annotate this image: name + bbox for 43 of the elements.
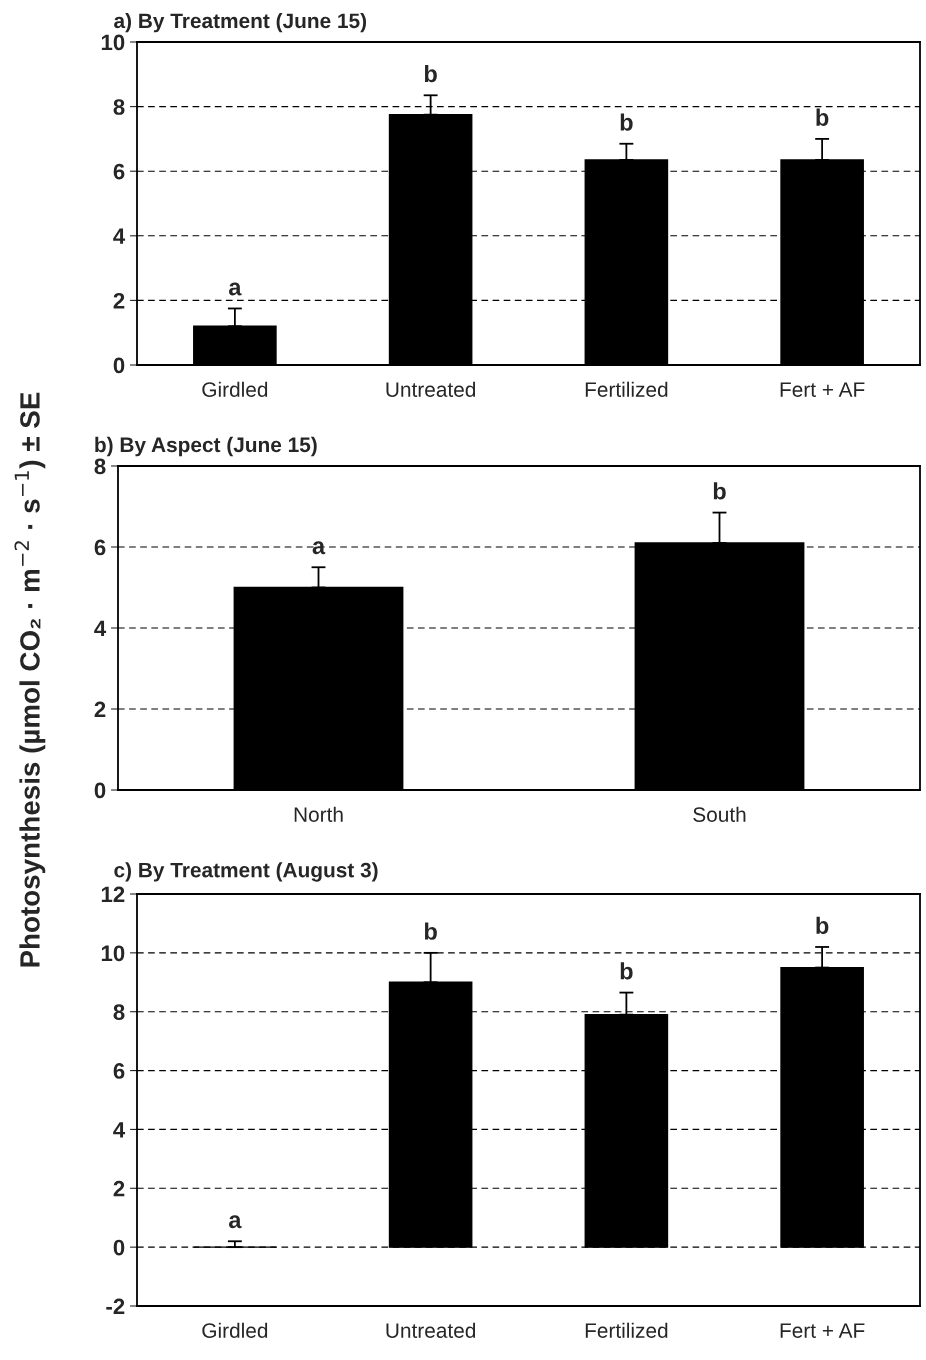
annotation: a <box>312 541 326 555</box>
x-tick-label: Untreated <box>386 381 476 397</box>
chart-title: c) By Treatment (August 3) <box>114 862 378 882</box>
annotation: b <box>620 113 633 131</box>
annotation: b <box>713 482 726 500</box>
x-tick-label: South <box>693 806 746 822</box>
y-tick-label: 4 <box>94 620 107 637</box>
annotation: b <box>424 922 437 940</box>
x-tick-label: Fert + AF <box>780 382 865 397</box>
chart-title: a) By Treatment (June 15) <box>114 12 367 33</box>
y-tick-label: 0 <box>94 782 106 799</box>
chart-title: b) By Aspect (June 15) <box>95 436 317 457</box>
y-tick-label: 12 <box>101 886 125 903</box>
y-tick-label: 10 <box>101 34 125 51</box>
y-tick-label: 8 <box>113 99 125 115</box>
annotation: b <box>816 916 829 934</box>
y-tick-label: 6 <box>94 539 106 556</box>
y-axis-title: Photosynthesis (µmol CO₂ · m$^{−2}$ · s$^{−1}$) ± SE <box>14 392 46 967</box>
y-tick-label: 2 <box>113 292 125 309</box>
y-tick-label: -2 <box>106 1298 125 1315</box>
annotation: a <box>229 1215 242 1229</box>
y-tick-label: 2 <box>94 701 106 718</box>
x-tick-label: Fert + AF <box>780 1323 865 1338</box>
y-tick-label: 4 <box>113 228 126 244</box>
y-tick-label: 10 <box>101 945 125 962</box>
x-tick-label: Fertilized <box>585 381 668 397</box>
x-tick-label: Untreated <box>386 1322 476 1338</box>
y-tick-label: 6 <box>113 163 125 180</box>
x-tick-label: Girdled <box>202 381 268 397</box>
x-tick-label: North <box>294 806 343 822</box>
y-tick-label: 4 <box>113 1122 126 1138</box>
x-tick-label: Girdled <box>202 1322 268 1338</box>
y-tick-label: 8 <box>94 458 106 475</box>
y-tick-label: 8 <box>113 1004 125 1020</box>
annotation: a <box>229 282 242 296</box>
annotation: b <box>816 108 829 126</box>
annotation: b <box>424 64 437 83</box>
annotation: b <box>620 962 633 980</box>
y-tick-label: 0 <box>113 357 125 374</box>
y-tick-label: 6 <box>113 1063 125 1079</box>
y-tick-label: 0 <box>113 1239 125 1256</box>
y-tick-label: 2 <box>113 1180 125 1197</box>
x-tick-label: Fertilized <box>585 1322 668 1338</box>
